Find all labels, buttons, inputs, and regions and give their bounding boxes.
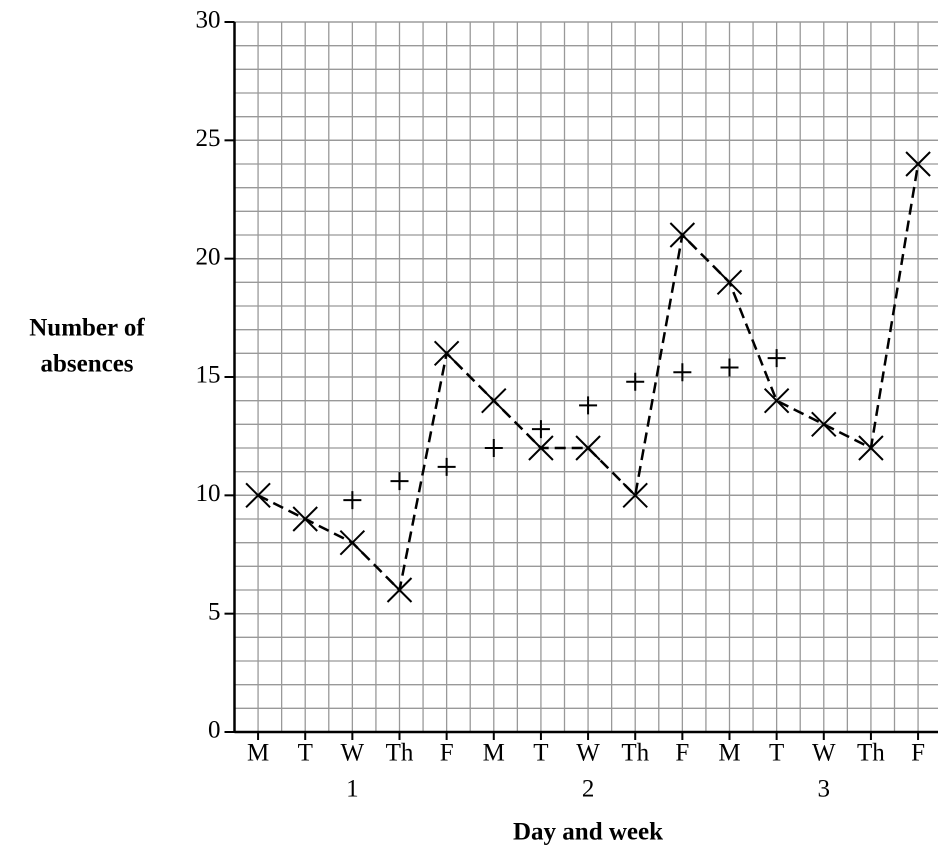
x-tick-label: F [911, 740, 925, 767]
y-tick-label: 0 [208, 717, 221, 744]
plus-marker [767, 349, 786, 368]
y-tick-label: 5 [208, 598, 221, 625]
y-tick-label: 10 [196, 480, 221, 507]
plus-marker [484, 439, 503, 457]
plus-marker [626, 372, 645, 391]
plus-marker [720, 358, 739, 377]
grid [234, 21, 938, 733]
plus-marker [673, 363, 692, 382]
plus-marker [437, 457, 456, 476]
x-tick-label: Th [386, 740, 414, 767]
cross-marker [811, 411, 837, 438]
cross-marker [433, 340, 460, 367]
cross-marker [245, 482, 271, 509]
x-tick-label: W [576, 740, 600, 767]
y-tick-label: 15 [196, 362, 221, 389]
x-tick-label: Th [857, 740, 885, 767]
week-label: 3 [818, 776, 831, 803]
x-tick-label: M [483, 740, 505, 767]
x-tick-label: T [769, 740, 784, 767]
x-tick-label: T [533, 740, 548, 767]
x-tick-label: M [718, 740, 740, 767]
x-tick-label: Th [621, 740, 649, 767]
x-axis-title: Day and week [513, 819, 663, 846]
x-tick-label: M [247, 740, 269, 767]
cross-marker [481, 387, 507, 414]
plus-marker [579, 396, 598, 415]
cross-marker [905, 151, 931, 177]
x-tick-label: F [440, 740, 454, 767]
x-tick-label: W [812, 740, 836, 767]
y-tick-label: 20 [196, 243, 221, 270]
plus-marker [390, 472, 409, 491]
y-axis-title: Number of [29, 315, 145, 342]
y-tick-label: 25 [196, 125, 221, 152]
cross-marker [716, 269, 743, 296]
y-axis-title: absences [40, 351, 133, 378]
plus-marker [531, 420, 550, 439]
cross-marker [386, 577, 413, 603]
plus-marker [343, 491, 362, 510]
cross-marker [763, 387, 790, 414]
marks [245, 151, 931, 603]
cross-marker [339, 529, 366, 556]
x-tick-label: T [298, 740, 313, 767]
series-line [257, 163, 920, 593]
week-label: 1 [346, 776, 359, 803]
x-tick-label: W [341, 740, 365, 767]
x-tick-label: F [675, 740, 689, 767]
cross-marker [575, 435, 601, 461]
y-tick-label: 30 [196, 7, 221, 34]
cross-marker [669, 222, 696, 248]
axes: 0 5 10 15 20 25 30 M T W Th F M T W Th F M T W Th F 1 2 3 [196, 7, 938, 803]
cross-marker [858, 435, 884, 461]
cross-marker [528, 435, 554, 461]
cross-marker [292, 506, 318, 532]
week-label: 2 [582, 776, 595, 803]
cross-marker [622, 482, 648, 509]
